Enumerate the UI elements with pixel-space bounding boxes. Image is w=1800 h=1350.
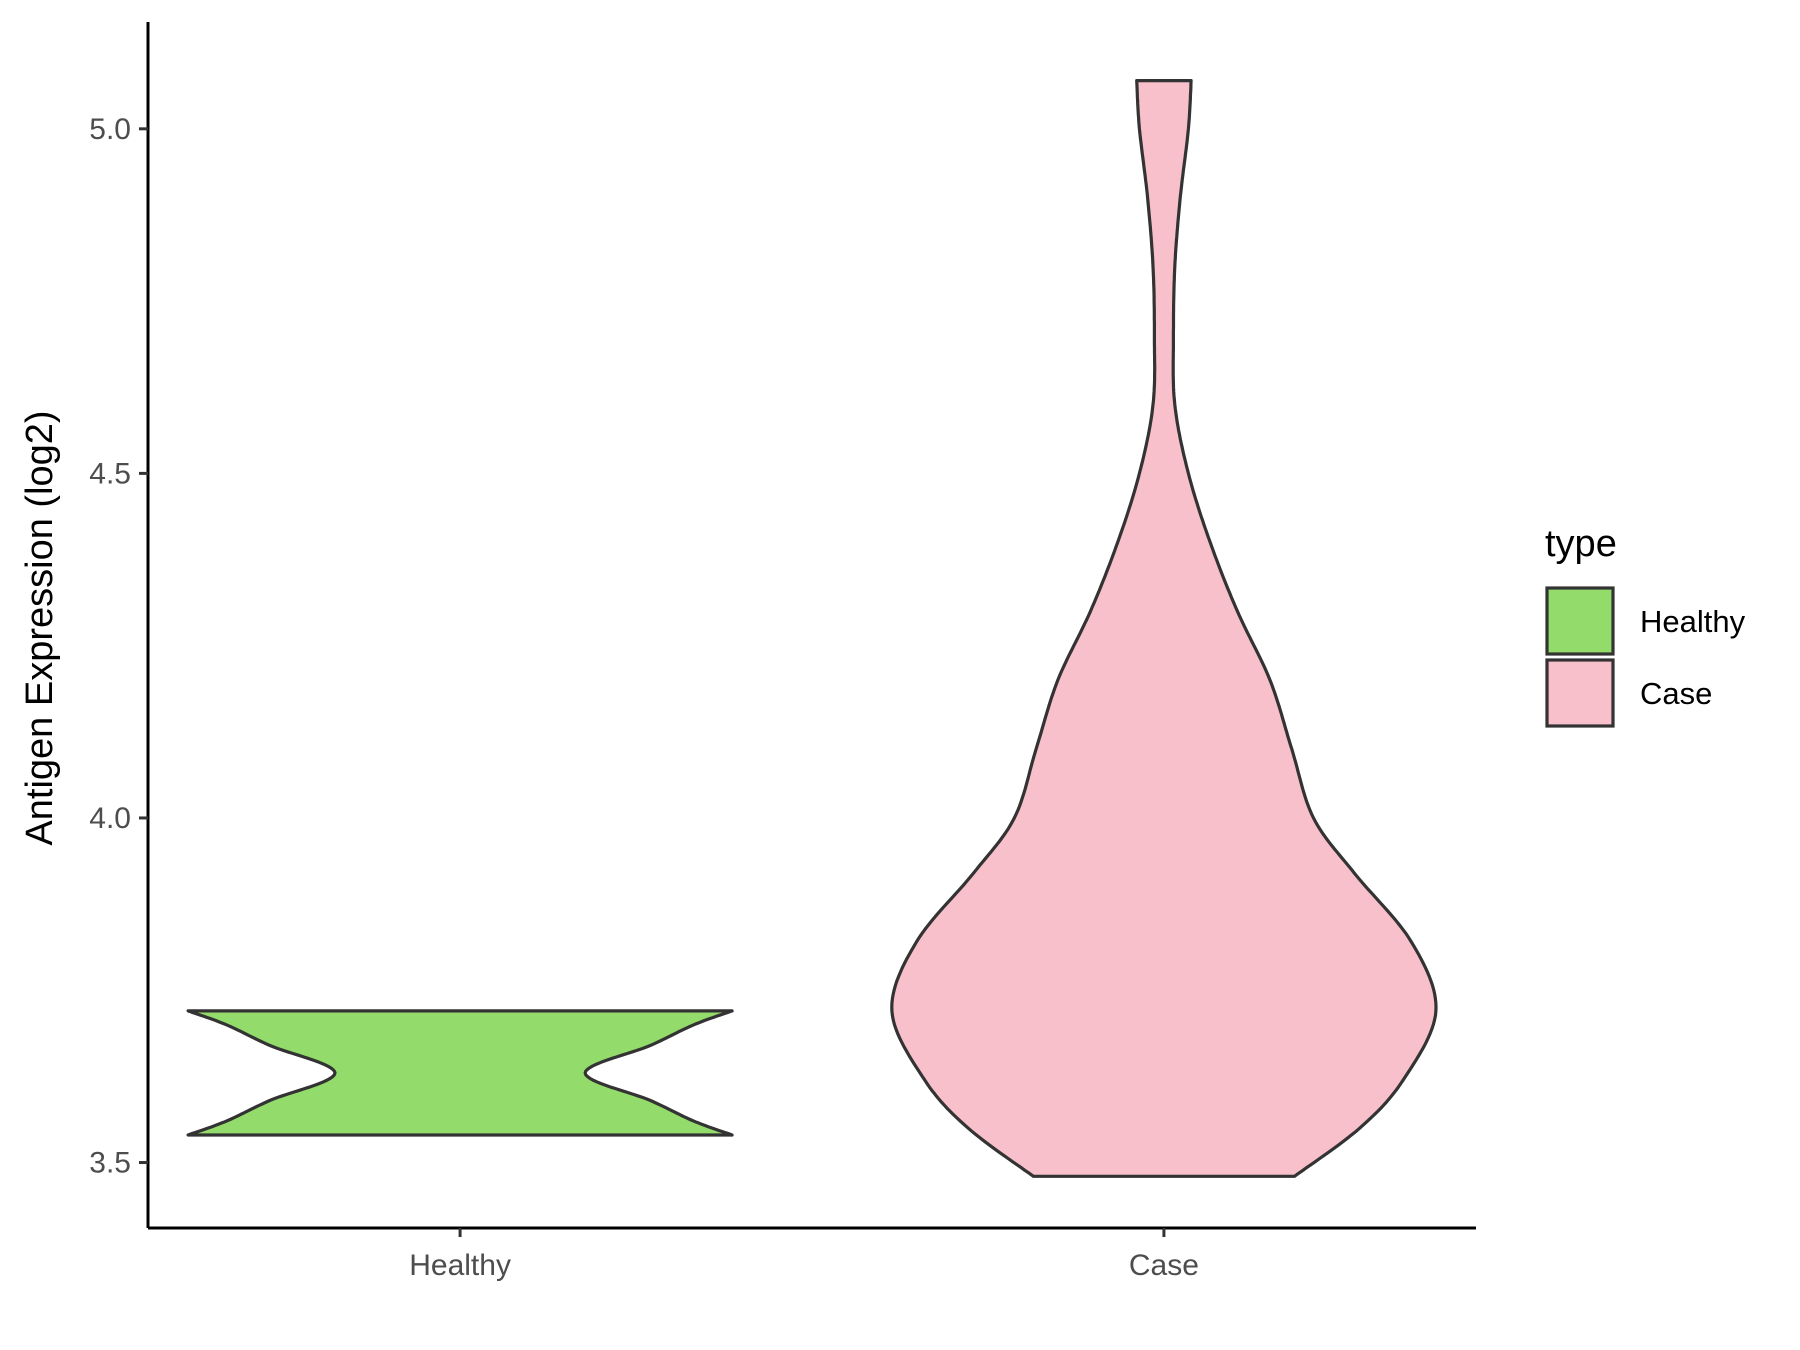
violin-case — [890, 79, 1438, 1178]
x-tick-label: Healthy — [409, 1249, 511, 1282]
x-tick-label: Case — [1129, 1249, 1199, 1282]
axes-layer: 3.5 4.0 4.5 5.0 Healthy Case — [89, 22, 1476, 1282]
violin-layer — [186, 79, 1438, 1178]
legend-swatch-healthy — [1545, 586, 1615, 656]
y-tick-label: 4.5 — [89, 457, 131, 490]
violin-healthy — [186, 1009, 734, 1137]
y-tick-label: 4.0 — [89, 802, 131, 835]
legend-label-healthy: Healthy — [1640, 604, 1746, 639]
legend-swatch-case — [1545, 658, 1615, 728]
legend: type Healthy Case — [1545, 523, 1746, 728]
y-axis-title: Antigen Expression (log2) — [19, 410, 61, 845]
y-tick-label: 3.5 — [89, 1147, 131, 1180]
legend-title: type — [1545, 523, 1617, 565]
legend-label-case: Case — [1640, 676, 1712, 711]
y-tick-label: 5.0 — [89, 113, 131, 146]
